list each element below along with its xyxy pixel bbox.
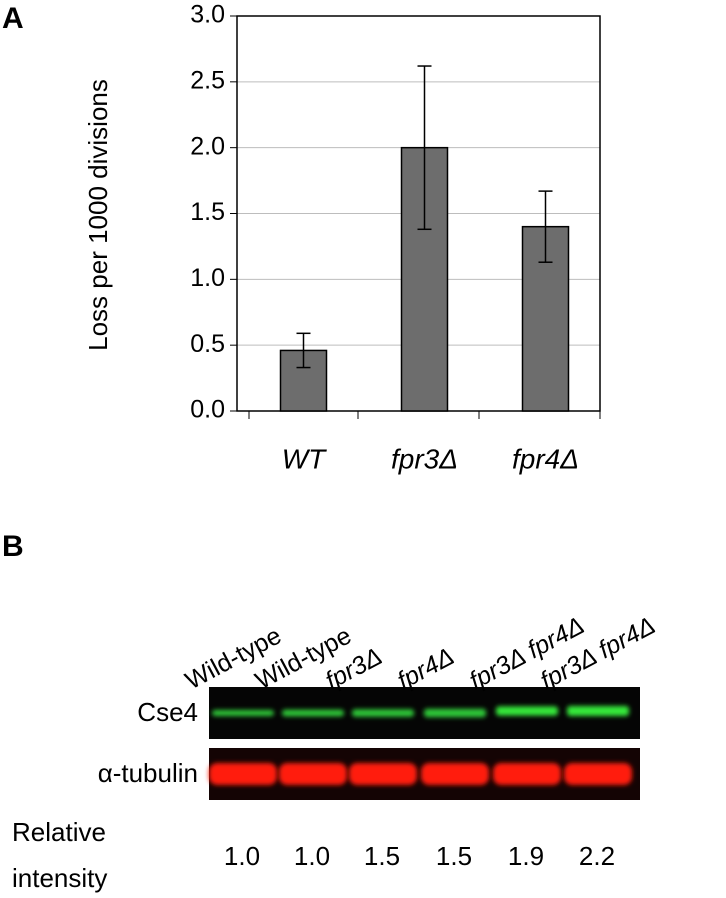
y-tick-label: 0.0 bbox=[190, 396, 225, 424]
tubulin-band bbox=[209, 763, 277, 785]
row-label: Cse4 bbox=[137, 697, 198, 727]
cse4-band bbox=[212, 710, 274, 716]
y-tick-label: 3.0 bbox=[190, 1, 225, 29]
tubulin-band bbox=[564, 763, 632, 785]
panel-label: A bbox=[2, 2, 24, 35]
y-tick-label: 2.5 bbox=[190, 66, 225, 94]
cse4-band bbox=[496, 706, 558, 716]
y-tick-label: 1.5 bbox=[190, 198, 225, 226]
cse4-band bbox=[282, 709, 344, 717]
relative-intensity: 1.0 bbox=[294, 841, 330, 871]
y-tick-label: 0.5 bbox=[190, 330, 225, 358]
cse4-band bbox=[424, 708, 486, 718]
tubulin-band bbox=[349, 763, 417, 785]
tubulin-band bbox=[279, 763, 347, 785]
row-label: α-tubulin bbox=[98, 758, 198, 788]
x-tick-label: WT bbox=[282, 443, 327, 474]
relative-intensity: 1.5 bbox=[364, 841, 400, 871]
intensity-label: intensity bbox=[12, 863, 107, 893]
y-tick-label: 2.0 bbox=[190, 132, 225, 160]
x-tick-label: fpr4Δ bbox=[512, 443, 579, 474]
tubulin-band bbox=[493, 763, 561, 785]
relative-intensity: 1.5 bbox=[436, 841, 472, 871]
relative-intensity: 2.2 bbox=[579, 841, 615, 871]
error-bar bbox=[538, 190, 553, 263]
panel-label: B bbox=[2, 530, 24, 563]
cse4-band bbox=[352, 709, 414, 717]
y-tick-label: 1.0 bbox=[190, 264, 225, 292]
y-axis-title: Loss per 1000 divisions bbox=[83, 79, 113, 351]
x-tick-label: fpr3Δ bbox=[391, 443, 458, 474]
intensity-label: Relative bbox=[12, 817, 106, 847]
cse4-band bbox=[567, 706, 629, 716]
error-bar bbox=[296, 332, 311, 369]
relative-intensity: 1.9 bbox=[508, 841, 544, 871]
error-bar bbox=[417, 65, 432, 231]
relative-intensity: 1.0 bbox=[224, 841, 260, 871]
tubulin-band bbox=[421, 763, 489, 785]
